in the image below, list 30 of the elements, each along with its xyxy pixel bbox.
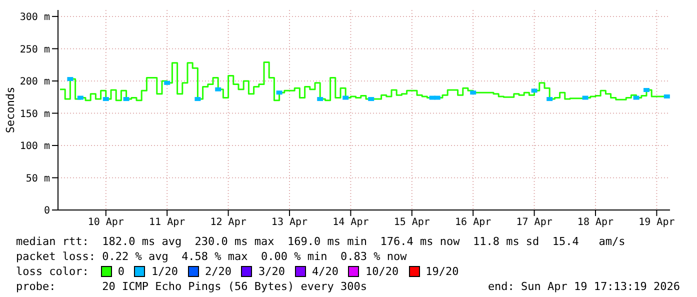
text: median rtt: 182.0 ms avg 230.0 ms max 169.0 ms min 176.4 ms now 11.8 ms sd 15.4 am/s [16, 234, 626, 249]
x-tick-label: 12 Apr [210, 217, 246, 228]
x-tick-label: 13 Apr [271, 217, 308, 228]
x-tick-label: 11 Apr [149, 217, 186, 228]
x-tick-label: 16 Apr [455, 217, 492, 228]
y-tick-label: 250 m [20, 44, 50, 56]
legend-label: 3/20 [258, 264, 285, 279]
text: end: Sun Apr 19 17:13:19 2026 [488, 279, 680, 294]
x-tick-label: 10 Apr [88, 217, 124, 228]
y-axis-title: Seconds [4, 86, 17, 134]
y-tick-label: 0 [44, 206, 50, 217]
y-tick-label: 200 m [20, 76, 50, 88]
legend-title: loss color: [16, 264, 89, 279]
legend-label: 4/20 [312, 264, 338, 279]
x-tick-label: 17 Apr [516, 217, 552, 228]
y-tick-label: 100 m [20, 141, 50, 152]
y-tick-label: 150 m [20, 108, 50, 120]
legend-label: 10/20 [365, 264, 399, 279]
legend-label: 1/20 [151, 264, 178, 279]
legend-label: 0 [118, 264, 124, 279]
x-tick-label: 18 Apr [577, 217, 614, 228]
text: packet loss: 0.22 % avg 4.58 % max 0.00 % min 0.83 % now [16, 249, 408, 264]
y-tick-label: 300 m [20, 12, 50, 23]
x-tick-label: 15 Apr [394, 217, 430, 228]
legend-label: 19/20 [426, 264, 459, 279]
legend-label: 2/20 [204, 264, 232, 279]
x-tick-label: 14 Apr [332, 217, 369, 228]
y-tick-label: 50 m [26, 173, 50, 184]
text: probe: 20 ICMP Echo Pings (56 Bytes) every 300s [16, 279, 367, 294]
x-tick-label: 19 Apr [638, 217, 675, 228]
